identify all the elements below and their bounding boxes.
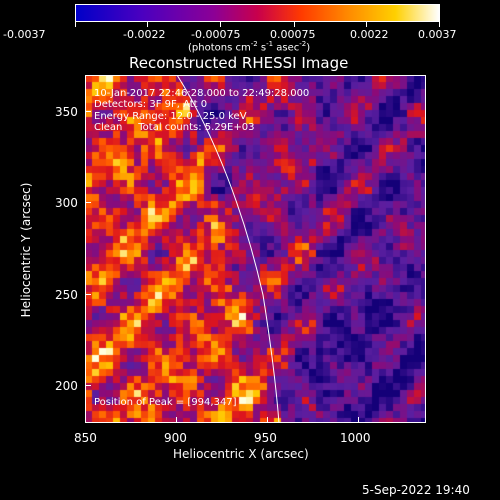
colorbar-units: (photons cm-2 s-1 asec-2) (188, 40, 311, 54)
colorbar-tick-label-4: 0.0022 (350, 28, 389, 41)
y-axis-title: Heliocentric Y (arcsec) (19, 182, 33, 318)
x-axis-title: Heliocentric X (arcsec) (173, 447, 309, 461)
y-tick-label-250: 250 (55, 288, 78, 302)
info-detectors: Detectors: 3F 9F, Att 0 (94, 99, 208, 110)
info-energy-range: Energy Range: 12.0 - 25.0 keV (94, 111, 247, 122)
info-time-range: 10-Jan-2017 22:46:28.000 to 22:49:28.000 (94, 88, 310, 99)
y-tick-label-300: 300 (55, 196, 78, 210)
y-tick-label-350: 350 (55, 105, 78, 119)
info-clean-counts: Clean Total counts: 5.29E+03 (94, 122, 255, 133)
x-tick-label-900: 900 (164, 431, 187, 445)
x-tick-label-850: 850 (74, 431, 97, 445)
colorbar-tick-label-0: -0.0037 (3, 28, 46, 41)
info-peak-position: Position of Peak = [994,347] (94, 397, 237, 408)
colorbar (75, 4, 440, 22)
rhessi-image (85, 75, 426, 423)
rhessi-image-canvas (85, 75, 426, 423)
x-tick-label-1000: 1000 (340, 431, 371, 445)
colorbar-tick-label-3: 0.00075 (270, 28, 316, 41)
colorbar-tick-label-2: -0.00075 (191, 28, 241, 41)
x-axis-ticks (85, 415, 426, 423)
solar-limb (176, 75, 280, 423)
plot-title: Reconstructed RHESSI Image (129, 54, 349, 72)
colorbar-ticks (75, 22, 440, 28)
y-tick-label-200: 200 (55, 379, 78, 393)
y-axis-ticks (85, 75, 93, 423)
footer-timestamp: 5-Sep-2022 19:40 (362, 483, 470, 497)
x-tick-label-950: 950 (254, 431, 277, 445)
plot-frame (85, 75, 426, 423)
colorbar-tick-label-5: 0.0037 (418, 28, 457, 41)
colorbar-tick-label-1: -0.0022 (123, 28, 166, 41)
